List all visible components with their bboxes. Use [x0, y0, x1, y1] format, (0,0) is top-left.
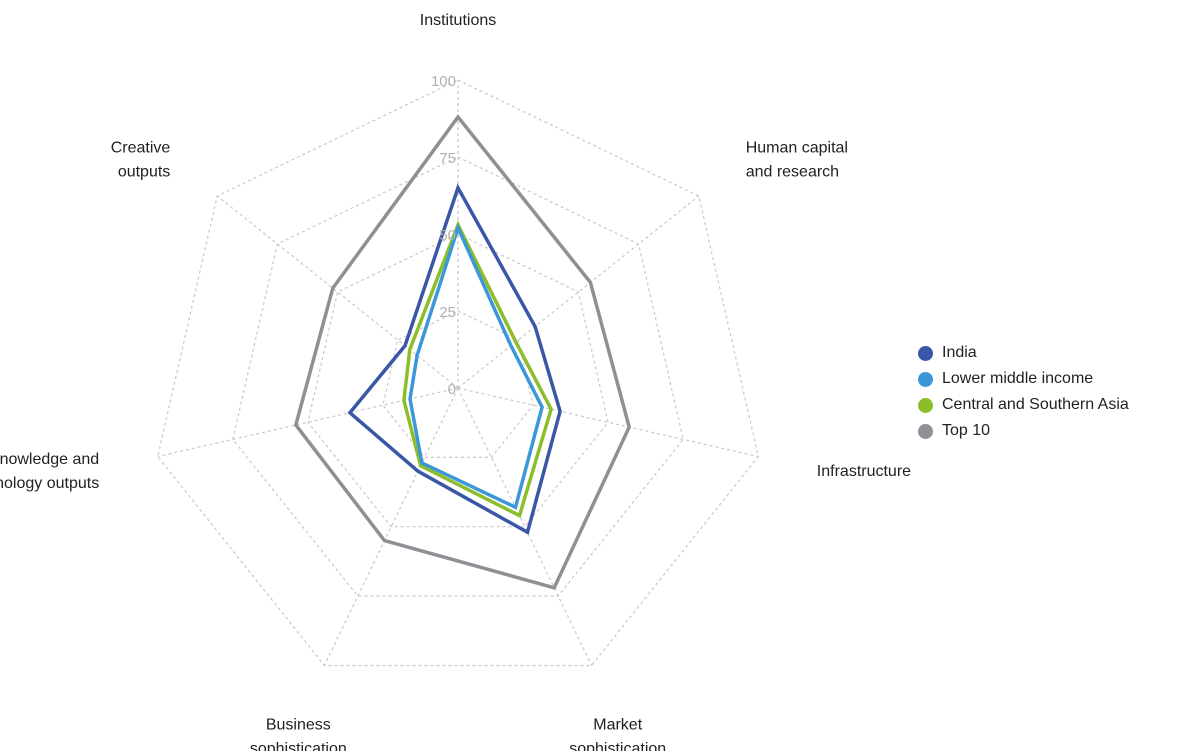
series-india [347, 183, 562, 535]
axis-label-4-line-1: Market [593, 717, 642, 734]
axis-label-3-line-1: Infrastructure [817, 463, 911, 480]
axis-label-5-line-1: Business [266, 717, 331, 734]
axis-label-6: Knowledge and technology outputs [0, 451, 99, 492]
grid-spoke-3 [457, 387, 759, 458]
legend-swatch [918, 371, 933, 387]
tick-label-75: 75 [439, 150, 456, 167]
axis-label-6-line-1: Knowledge and [0, 451, 99, 468]
axis-label-1: Institutions [420, 12, 496, 29]
tick-label-25: 25 [439, 304, 456, 321]
series-top-10 [293, 114, 632, 590]
axis-label-4: Market sophistication [569, 717, 666, 751]
tick-label-50: 50 [439, 227, 456, 244]
legend-label: Central and Southern Asia [942, 396, 1129, 413]
axis-label-7: Creative outputs [111, 140, 171, 181]
legend-item: Top 10 [918, 418, 1129, 444]
legend-item: Central and Southern Asia [918, 392, 1129, 418]
chart-legend: India Lower middle income Central and Sout… [918, 340, 1129, 444]
radar-series [293, 114, 632, 590]
axis-label-3: Infrastructure [817, 463, 911, 480]
tick-label-0: 0 [448, 381, 456, 398]
axis-label-6-line-2: technology outputs [0, 475, 99, 492]
axis-label-7-line-1: Creative [111, 140, 171, 157]
axis-label-2: Human capital and research [746, 140, 848, 181]
legend-item: Lower middle income [918, 366, 1129, 392]
radar-grid [157, 79, 759, 667]
radar-tick-labels: 0 25 50 75 100 [431, 73, 456, 398]
axis-label-5: Business sophistication [250, 717, 347, 751]
legend-swatch [918, 345, 933, 361]
axis-label-4-line-2: sophistication [569, 741, 666, 751]
legend-label: Top 10 [942, 422, 991, 439]
axis-label-7-line-2: outputs [118, 164, 170, 181]
legend-item: India [918, 340, 1129, 366]
legend-swatch [918, 423, 933, 439]
legend-label: India [942, 344, 977, 361]
series-lower-middle-income [408, 222, 544, 510]
series-central-and-southern-asia [402, 220, 553, 519]
legend-label: Lower middle income [942, 370, 1094, 387]
axis-label-1-line-1: Institutions [420, 12, 496, 29]
grid-spoke-4 [457, 387, 593, 666]
axis-label-2-line-1: Human capital [746, 140, 848, 157]
legend-swatch [918, 397, 933, 413]
tick-label-100: 100 [431, 73, 456, 90]
axis-label-5-line-2: sophistication [250, 741, 347, 751]
radar-axis-labels: Institutions Human capital and research Inf… [0, 12, 911, 751]
axis-label-2-line-2: and research [746, 164, 839, 181]
